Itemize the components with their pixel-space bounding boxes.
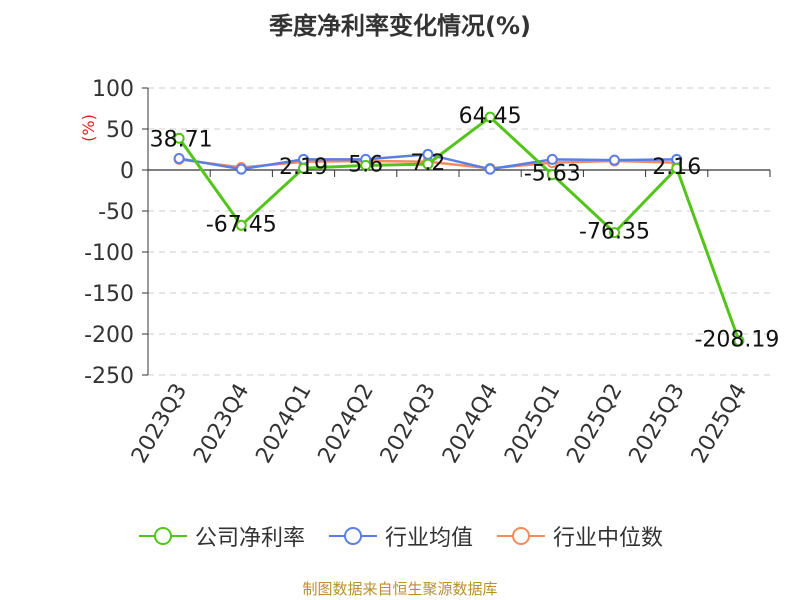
data-point — [422, 158, 434, 170]
x-tick-label: 2024Q3 — [376, 380, 441, 468]
legend-label: 行业均值 — [384, 526, 473, 551]
legend-label: 公司净利率 — [194, 526, 305, 551]
series-lines — [173, 111, 745, 347]
legend-label: 行业中位数 — [553, 526, 664, 551]
x-tick-label: 2023Q3 — [127, 380, 192, 468]
y-tick-label: -50 — [98, 200, 134, 225]
data-point — [360, 159, 372, 171]
y-tick-label: -250 — [84, 364, 134, 389]
data-point — [484, 163, 496, 175]
data-point — [173, 153, 185, 165]
y-tick-label: 0 — [120, 159, 134, 184]
x-tick-label: 2025Q2 — [562, 380, 627, 468]
data-point — [609, 227, 620, 239]
data-label: 2.16 — [652, 155, 701, 180]
legend: 公司净利率 行业均值 行业中位数 — [0, 520, 800, 552]
data-point — [298, 162, 309, 174]
y-tick-label: -150 — [84, 282, 134, 307]
source-note: 制图数据来自恒生聚源数据库 — [302, 580, 498, 598]
legend-item[interactable]: 行业中位数 — [495, 520, 663, 552]
x-tick-label: 2024Q2 — [314, 380, 379, 468]
data-point — [173, 132, 185, 144]
data-point — [609, 154, 620, 166]
data-point — [235, 219, 247, 231]
data-label: 38.71 — [150, 127, 213, 152]
legend-item[interactable]: 公司净利率 — [137, 520, 305, 552]
data-label: 7.2 — [410, 151, 445, 176]
chart-title: 季度净利率变化情况(%) — [269, 12, 531, 40]
x-tick-label: 2025Q4 — [687, 380, 752, 468]
y-tick-label: -200 — [84, 323, 134, 348]
legend-marker-icon — [138, 527, 187, 545]
data-label: -208.19 — [694, 328, 779, 353]
data-label: 64.45 — [459, 104, 522, 129]
data-label: 5.6 — [348, 152, 383, 177]
legend-marker-icon — [497, 527, 545, 545]
y-tick-label: -100 — [84, 241, 134, 266]
legend-marker-icon — [328, 527, 377, 545]
data-point — [235, 163, 247, 175]
data-point — [484, 111, 496, 123]
data-point — [546, 153, 558, 165]
data-label: 2.19 — [279, 155, 328, 180]
x-tick-label: 2025Q1 — [500, 380, 565, 468]
grid-lines — [148, 87, 770, 376]
series-line — [177, 115, 741, 342]
legend-item[interactable]: 行业均值 — [327, 520, 473, 552]
y-tick-label: 100 — [92, 77, 134, 102]
data-point — [546, 169, 558, 181]
data-labels: 38.71 -67.45 2.19 5.6 7.2 64.45 -5.63 -76.35 2.1… — [150, 104, 780, 353]
y-tick-label: 50 — [106, 118, 134, 143]
data-label: -5.63 — [524, 162, 581, 187]
x-tick-label: 2024Q1 — [251, 380, 316, 468]
data-point — [733, 335, 745, 347]
data-point — [671, 162, 683, 174]
data-label: -76.35 — [579, 220, 650, 245]
x-tick-label: 2024Q4 — [438, 379, 503, 467]
x-tick-label: 2025Q3 — [625, 380, 690, 468]
y-axis-label: (%) — [79, 114, 98, 142]
x-tick-label: 2023Q4 — [189, 380, 254, 468]
data-label: -67.45 — [206, 212, 277, 237]
